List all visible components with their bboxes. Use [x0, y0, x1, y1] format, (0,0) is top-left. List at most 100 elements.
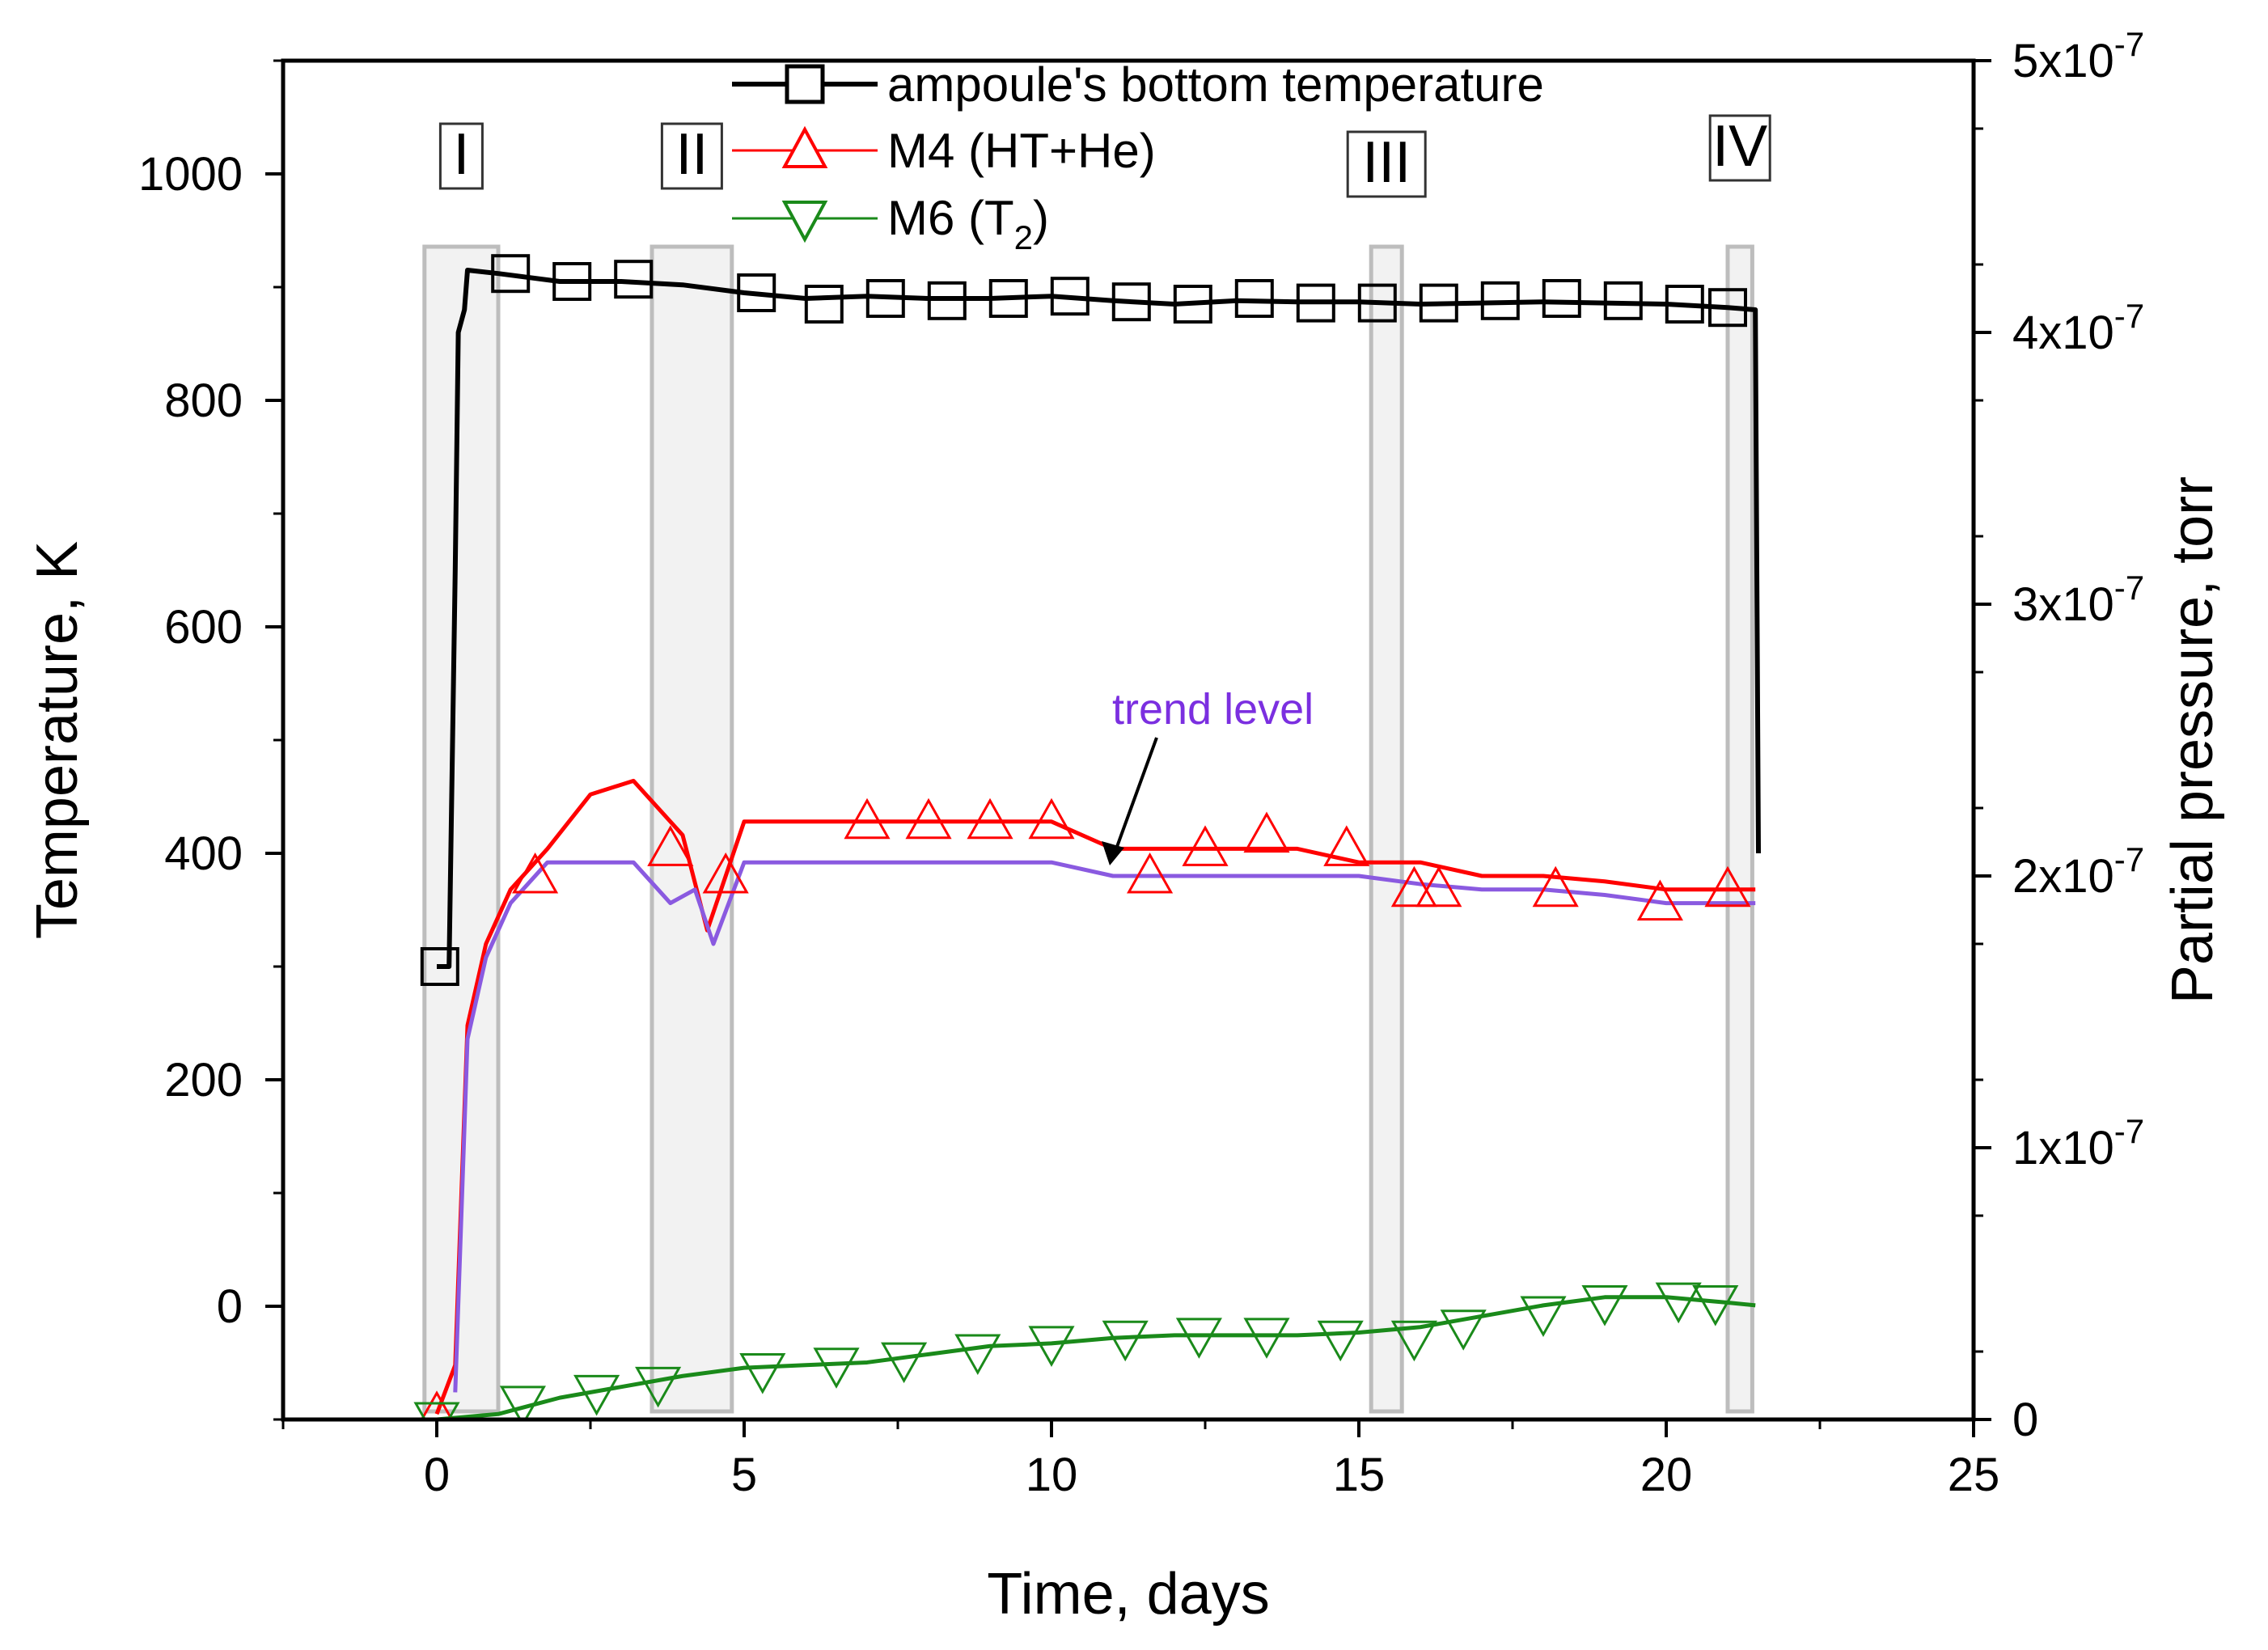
- m6-marker: [1390, 1320, 1437, 1362]
- m4-marker: [844, 798, 891, 840]
- m6-marker: [573, 1374, 620, 1416]
- axis-ticks: 0 5 10 15 20 250200400600800100001x10-72x10-7…: [138, 25, 2144, 1501]
- region-3-label-box: [1346, 130, 1427, 198]
- y-tick-label: 0: [217, 1280, 243, 1333]
- m4-marker: [512, 852, 559, 894]
- y-axis-title: Temperature, K: [25, 541, 90, 939]
- m6-marker: [813, 1348, 860, 1389]
- trend-level-annotation: trend level: [1112, 685, 1314, 734]
- m4-marker: [1182, 825, 1229, 866]
- m4-marker: [1704, 865, 1751, 908]
- temperature-marker: [491, 254, 531, 294]
- legend-label-m6-tail: ): [1033, 191, 1049, 245]
- region-4-label: IV: [1712, 114, 1767, 179]
- temperature-marker: [1296, 283, 1335, 323]
- legend-label-m6-main: M6 (T: [887, 191, 1014, 245]
- m6-marker: [1243, 1318, 1290, 1359]
- x-tick-label: 0: [424, 1449, 450, 1501]
- trend-level-arrow: [1113, 737, 1158, 854]
- m6-marker: [635, 1366, 682, 1408]
- m6-marker: [499, 1386, 546, 1419]
- temperature-marker: [1111, 282, 1151, 322]
- m4-marker: [420, 1390, 454, 1419]
- temperature-marker: [988, 279, 1028, 318]
- x-tick-label: 5: [731, 1449, 757, 1501]
- m4-marker: [1636, 879, 1683, 921]
- m6-marker: [1175, 1318, 1222, 1359]
- legend-label-m4: M4 (HT+He): [887, 124, 1156, 178]
- legend-label-m6: M6 (T2): [887, 191, 1049, 256]
- m4-marker: [1323, 825, 1370, 866]
- temperature-marker: [614, 260, 654, 299]
- m6-marker: [739, 1353, 786, 1394]
- temperature-marker: [927, 281, 967, 320]
- temperature-marker: [737, 273, 776, 312]
- m4-marker: [905, 798, 952, 840]
- y-tick-label: 400: [164, 827, 243, 880]
- y2-tick-label: 1x10-7: [2012, 1112, 2144, 1174]
- m6-marker: [954, 1334, 1001, 1376]
- x-tick-label: 25: [1948, 1449, 2000, 1501]
- y-tick-label: 600: [164, 601, 243, 654]
- m4-marker: [1028, 798, 1075, 840]
- m6-marker: [1692, 1285, 1739, 1326]
- legend-marker-triangle-up: [781, 125, 828, 168]
- region-4-box: [1725, 244, 1754, 1414]
- temperature-marker: [1234, 279, 1274, 318]
- m6-marker: [413, 1402, 460, 1419]
- legend-marker-square: [785, 64, 825, 104]
- y2-tick-label: 4x10-7: [2012, 297, 2144, 359]
- x-tick-label: 10: [1026, 1449, 1078, 1501]
- temperature-marker: [804, 285, 844, 324]
- temperature-marker: [1665, 285, 1704, 324]
- legend-label-m6-subscript: 2: [1014, 218, 1033, 256]
- series-line-2: [453, 860, 1756, 1393]
- temperature-marker: [865, 279, 905, 318]
- region-3-label: III: [1362, 130, 1411, 195]
- region-1-label-box: [438, 122, 484, 190]
- series-line-1: [434, 778, 1756, 1415]
- m6-marker: [1440, 1309, 1487, 1351]
- y2-axis-title: Partial pressure, torr: [2160, 476, 2225, 1004]
- temperature-marker: [552, 262, 592, 301]
- region-1-label: I: [453, 122, 469, 187]
- m6-marker: [1102, 1320, 1149, 1362]
- legend-label-temperature: ampoule's bottom temperature: [887, 57, 1544, 112]
- region-2-box: [650, 244, 734, 1414]
- m6-marker: [1520, 1296, 1567, 1338]
- y2-tick-label: 2x10-7: [2012, 840, 2144, 903]
- m4-marker: [1532, 865, 1579, 908]
- y2-tick-label: 0: [2012, 1394, 2038, 1446]
- temperature-marker: [1480, 281, 1520, 320]
- m6-marker: [1028, 1326, 1075, 1367]
- temperature-marker: [1603, 281, 1643, 320]
- trend-level-arrowhead: [1102, 841, 1124, 865]
- y-tick-label: 1000: [138, 148, 243, 201]
- region-labels: I II III IV: [438, 114, 1771, 198]
- x-axis-title: Time, days: [987, 1562, 1269, 1627]
- m6-marker: [1317, 1320, 1364, 1362]
- markers-layer: [413, 254, 1751, 1419]
- y-tick-label: 800: [164, 374, 243, 427]
- m6-marker: [1655, 1282, 1702, 1324]
- region-4-label-box: [1708, 114, 1771, 182]
- m4-marker: [1243, 811, 1290, 853]
- highlight-regions: [422, 244, 1754, 1414]
- temperature-marker: [1419, 283, 1458, 323]
- m4-marker: [967, 798, 1013, 840]
- temperature-marker: [1542, 279, 1581, 318]
- temperature-marker: [1357, 283, 1397, 323]
- legend: ampoule's bottom temperature M4 (HT+He) …: [732, 57, 1544, 256]
- temperature-marker: [1050, 277, 1090, 316]
- m4-marker: [702, 852, 749, 894]
- region-3-box: [1369, 244, 1404, 1414]
- legend-marker-triangle-down: [781, 201, 828, 243]
- m6-marker: [881, 1342, 928, 1384]
- m4-marker: [1415, 865, 1462, 908]
- m4-marker: [647, 825, 694, 866]
- temperature-marker: [1708, 288, 1747, 328]
- m4-marker: [1127, 852, 1174, 894]
- m6-marker: [1581, 1285, 1628, 1326]
- y-tick-label: 200: [164, 1054, 243, 1106]
